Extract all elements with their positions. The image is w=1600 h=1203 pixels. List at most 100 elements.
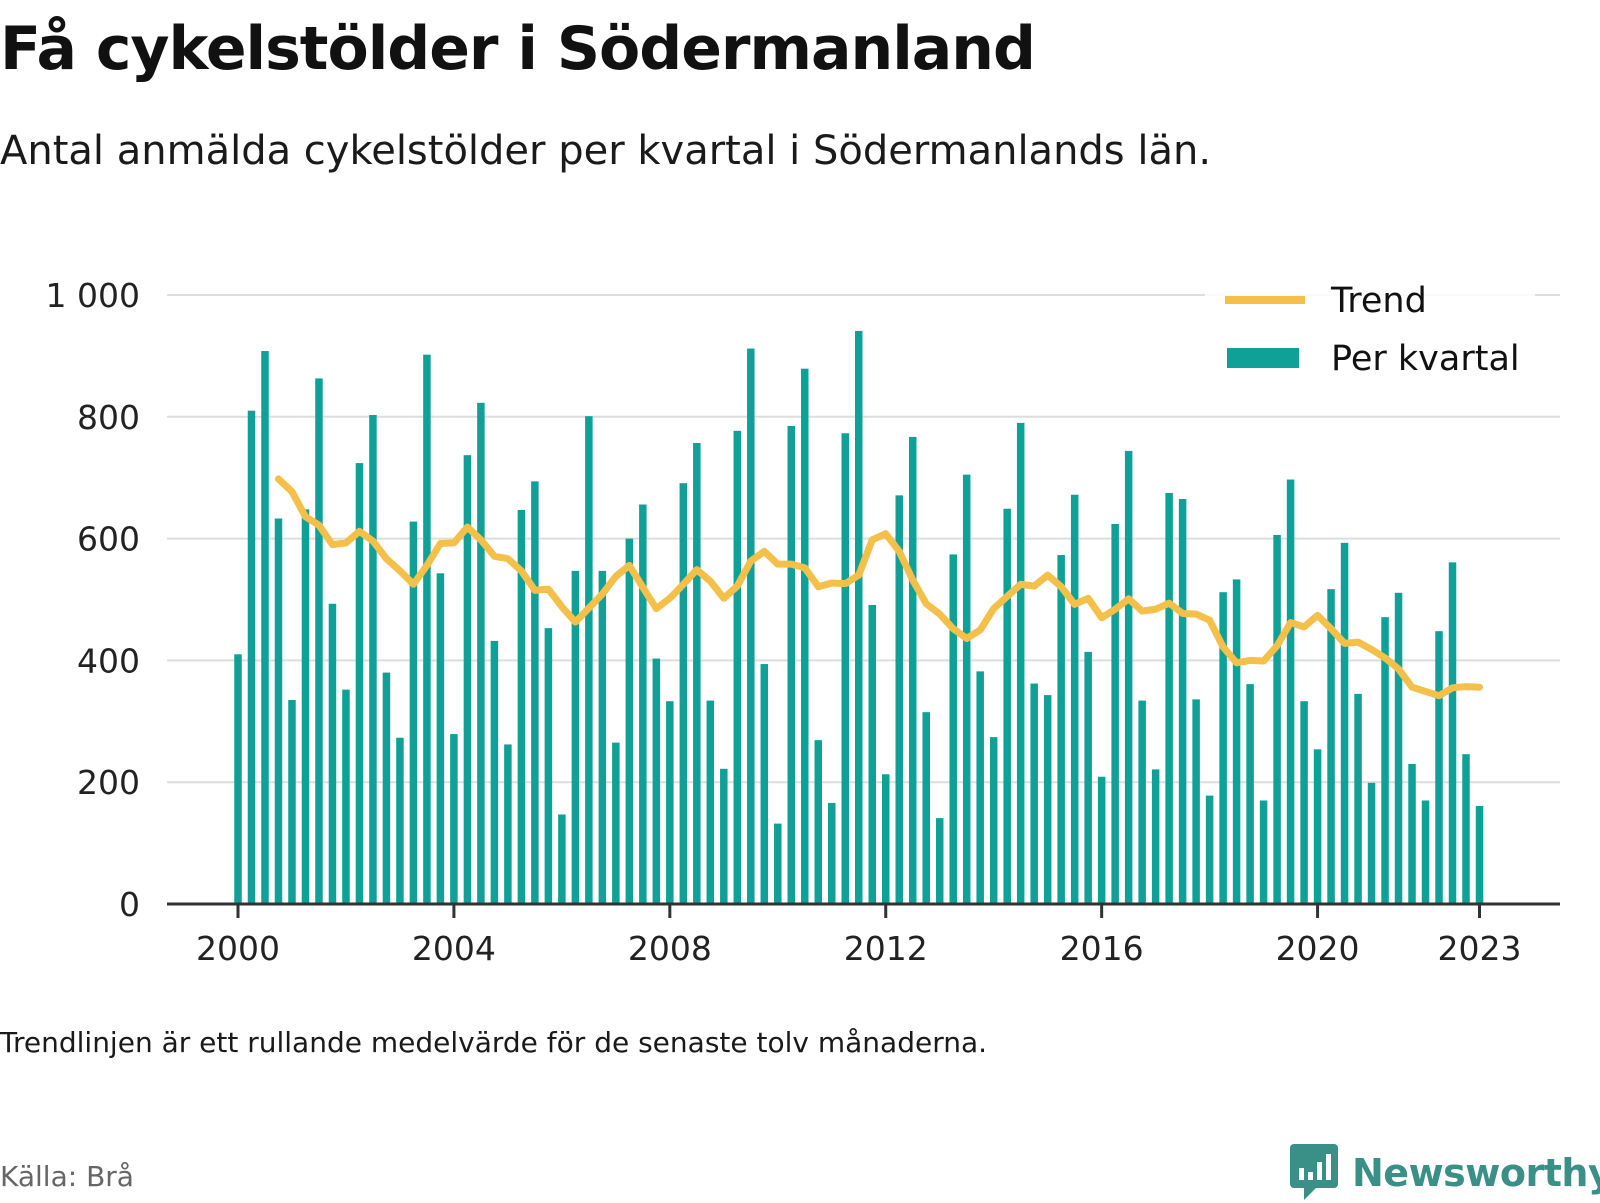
bar	[1435, 631, 1443, 904]
y-tick-label: 1 000	[46, 276, 140, 315]
bar	[1462, 754, 1470, 904]
bar	[1003, 508, 1011, 904]
bar	[1381, 617, 1389, 904]
bar	[409, 521, 418, 904]
bar	[706, 700, 715, 904]
bar	[1057, 555, 1065, 904]
legend-label-per-kvartal: Per kvartal	[1331, 339, 1520, 379]
footnote: Trendlinjen är ett rullande medelvärde f…	[0, 1026, 988, 1059]
bar	[612, 742, 620, 904]
bar	[1394, 592, 1403, 904]
bar	[774, 823, 782, 904]
bar	[989, 737, 998, 904]
bar	[868, 604, 876, 904]
bar	[1219, 592, 1227, 904]
y-tick-label: 0	[119, 885, 140, 924]
bar	[841, 433, 850, 904]
bar	[355, 463, 364, 904]
bar	[720, 768, 728, 904]
bar	[450, 734, 458, 904]
bar	[382, 672, 391, 904]
legend-swatch-per-kvartal	[1227, 348, 1299, 368]
bar	[261, 351, 269, 904]
chart-title: Få cykelstölder i Södermanland	[0, 14, 1036, 84]
x-tick-label: 2016	[1060, 929, 1144, 968]
bar	[1286, 479, 1295, 904]
bar	[1138, 700, 1146, 904]
bar	[625, 538, 634, 904]
y-tick-label: 800	[77, 398, 140, 437]
source-credit: Källa: Brå	[0, 1160, 134, 1193]
bar	[1070, 494, 1079, 904]
bar	[895, 495, 903, 904]
bar	[544, 628, 553, 904]
bar	[1354, 693, 1362, 904]
bar	[1340, 542, 1349, 904]
bar	[679, 483, 688, 904]
y-axis-ticks: 0 200 400 600 800 1 000	[46, 276, 140, 924]
bar	[1111, 523, 1119, 904]
bar	[1232, 579, 1241, 904]
bar	[1246, 684, 1254, 904]
bar	[935, 818, 944, 904]
chat-bubble-bar-chart-icon	[1290, 1144, 1338, 1200]
legend: Trend Per kvartal	[1205, 272, 1535, 382]
x-axis: 2000 2004 2008 2012 2016 2020 2023	[167, 902, 1560, 968]
brand-name: Newsworthy	[1352, 1151, 1600, 1195]
chart-subtitle: Antal anmälda cykelstölder per kvartal i…	[0, 128, 1212, 174]
bar	[922, 712, 930, 904]
x-tick-label: 2000	[196, 929, 280, 968]
bar	[949, 554, 957, 904]
bar	[828, 802, 836, 904]
bar	[585, 416, 593, 904]
y-tick-label: 200	[77, 763, 140, 802]
x-tick-label: 2020	[1276, 929, 1360, 968]
bar	[1097, 776, 1106, 904]
bar	[652, 658, 661, 904]
bar	[1327, 589, 1335, 904]
line-series-trend	[274, 475, 1484, 700]
bar	[908, 436, 917, 904]
bar	[733, 430, 742, 904]
bar	[274, 518, 283, 904]
x-tick-label: 2004	[412, 929, 496, 968]
bar	[855, 330, 863, 904]
y-tick-label: 600	[77, 520, 140, 559]
bar	[1408, 763, 1416, 904]
bar	[477, 402, 485, 904]
bar	[1043, 695, 1052, 904]
bar	[639, 504, 647, 904]
bar	[1084, 651, 1092, 904]
bar	[814, 740, 823, 904]
bar	[531, 481, 539, 904]
bar	[598, 570, 607, 904]
bar	[369, 414, 377, 904]
bar	[1421, 800, 1430, 904]
bar	[1313, 749, 1322, 904]
bar	[490, 640, 499, 904]
x-tick-label: 2008	[628, 929, 712, 968]
bar	[234, 654, 242, 904]
bar	[666, 701, 674, 904]
bar	[1475, 805, 1484, 904]
x-tick-label: 2012	[844, 929, 928, 968]
bar	[1273, 534, 1281, 904]
bar	[1192, 699, 1200, 904]
x-tick-label: 2023	[1438, 929, 1522, 968]
bar	[342, 689, 350, 904]
bar	[558, 814, 566, 904]
bar	[976, 671, 984, 904]
bar	[1367, 782, 1376, 904]
bar	[1124, 450, 1133, 904]
bar	[396, 737, 404, 904]
bar	[881, 774, 890, 904]
bar	[1030, 683, 1038, 904]
legend-label-trend: Trend	[1330, 281, 1427, 321]
bar	[747, 348, 755, 905]
bar	[801, 368, 809, 904]
bar	[1016, 422, 1025, 904]
trend-line	[274, 475, 1484, 700]
y-tick-label: 400	[77, 641, 140, 680]
bar	[787, 425, 796, 904]
